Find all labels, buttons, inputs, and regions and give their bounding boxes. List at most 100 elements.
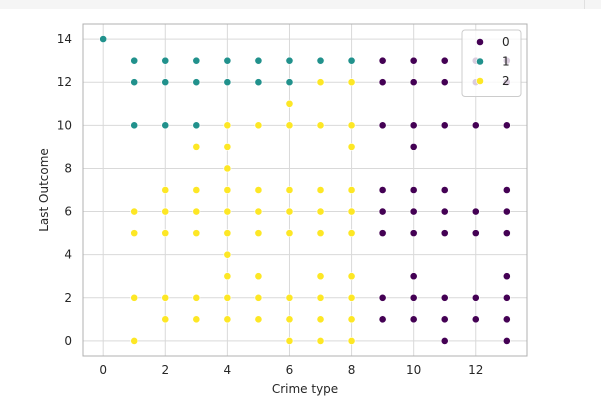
- scatter-point-series-2: [192, 293, 201, 302]
- scatter-point-series-2: [347, 229, 356, 238]
- y-tick-label: 12: [57, 75, 72, 89]
- scatter-point-series-0: [502, 121, 511, 130]
- scatter-point-series-2: [347, 272, 356, 281]
- scatter-point-series-2: [316, 272, 325, 281]
- scatter-point-series-2: [347, 121, 356, 130]
- legend-label-2: 2: [502, 74, 510, 88]
- scatter-point-series-0: [440, 207, 449, 216]
- y-tick-label: 6: [64, 205, 72, 219]
- scatter-point-series-2: [285, 121, 294, 130]
- scatter-point-series-0: [378, 207, 387, 216]
- scatter-point-series-0: [409, 142, 418, 151]
- scatter-point-series-2: [316, 229, 325, 238]
- scatter-point-series-2: [223, 142, 232, 151]
- scatter-point-series-0: [502, 293, 511, 302]
- scatter-point-series-0: [378, 315, 387, 324]
- scatter-point-series-0: [409, 186, 418, 194]
- scatter-point-series-2: [161, 229, 170, 238]
- scatter-point-series-2: [192, 186, 201, 194]
- scatter-point-series-0: [409, 78, 418, 87]
- scatter-point-series-1: [223, 56, 232, 65]
- scatter-point-series-2: [192, 142, 201, 151]
- scatter-point-series-2: [223, 229, 232, 238]
- scatter-point-series-2: [285, 186, 294, 194]
- scatter-point-series-2: [223, 250, 232, 259]
- x-tick-label: 12: [468, 363, 483, 377]
- scatter-point-series-1: [285, 56, 294, 65]
- scatter-point-series-2: [130, 207, 139, 216]
- scatter-point-series-2: [316, 315, 325, 324]
- scatter-point-series-0: [440, 121, 449, 130]
- scatter-point-series-2: [130, 337, 139, 345]
- scatter-point-series-0: [440, 337, 449, 345]
- notebook-top-strip: [0, 0, 601, 9]
- scatter-point-series-1: [316, 56, 325, 65]
- scatter-point-series-0: [409, 121, 418, 130]
- scatter-point-series-0: [502, 337, 511, 345]
- scatter-point-series-1: [285, 78, 294, 87]
- scatter-point-series-2: [192, 315, 201, 324]
- x-tick-label: 8: [348, 363, 356, 377]
- scatter-point-series-1: [192, 121, 201, 130]
- scatter-point-series-1: [254, 78, 263, 87]
- y-tick-label: 4: [64, 248, 72, 262]
- scatter-point-series-0: [502, 272, 511, 281]
- scatter-point-series-0: [502, 229, 511, 238]
- scatter-point-series-2: [161, 315, 170, 324]
- y-tick-label: 2: [64, 291, 72, 305]
- scatter-point-series-2: [316, 186, 325, 194]
- y-axis-label: Last Outcome: [37, 148, 51, 232]
- scatter-point-series-1: [347, 56, 356, 65]
- scatter-point-series-0: [471, 207, 480, 216]
- y-tick-label: 10: [57, 118, 72, 132]
- scatter-point-series-0: [502, 315, 511, 324]
- top-strip-divider: [584, 0, 585, 9]
- scatter-point-series-0: [440, 315, 449, 324]
- scatter-point-series-2: [161, 293, 170, 302]
- scatter-point-series-2: [316, 337, 325, 345]
- y-tick-label: 0: [64, 334, 72, 348]
- legend: 0 1 2: [461, 29, 522, 97]
- scatter-point-series-2: [254, 293, 263, 302]
- scatter-point-series-0: [378, 229, 387, 238]
- scatter-point-series-2: [347, 293, 356, 302]
- scatter-point-series-0: [378, 56, 387, 65]
- y-tick-label: 8: [64, 161, 72, 175]
- scatter-point-series-0: [440, 56, 449, 65]
- legend-label-0: 0: [502, 35, 510, 49]
- scatter-point-series-2: [254, 186, 263, 194]
- scatter-point-series-0: [409, 315, 418, 324]
- scatter-point-series-2: [161, 186, 170, 194]
- scatter-point-series-1: [161, 78, 170, 87]
- scatter-point-series-2: [223, 207, 232, 216]
- scatter-point-series-2: [254, 229, 263, 238]
- legend-marker-1: [476, 57, 484, 66]
- scatter-point-series-2: [347, 186, 356, 194]
- scatter-point-series-2: [130, 229, 139, 238]
- scatter-point-series-0: [471, 121, 480, 130]
- y-tick-label: 14: [57, 32, 72, 46]
- scatter-point-series-2: [347, 78, 356, 87]
- scatter-point-series-2: [192, 207, 201, 216]
- scatter-point-series-1: [130, 56, 139, 65]
- scatter-point-series-0: [502, 186, 511, 194]
- scatter-point-series-0: [409, 272, 418, 281]
- scatter-point-series-2: [223, 121, 232, 130]
- scatter-point-series-0: [440, 186, 449, 194]
- points-layer: [99, 35, 511, 345]
- scatter-point-series-2: [285, 229, 294, 238]
- scatter-point-series-0: [378, 293, 387, 302]
- scatter-point-series-2: [285, 315, 294, 324]
- scatter-point-series-2: [316, 207, 325, 216]
- scatter-point-series-2: [254, 207, 263, 216]
- scatter-point-series-0: [409, 293, 418, 302]
- scatter-point-series-0: [378, 121, 387, 130]
- x-axis-label: Crime type: [272, 382, 338, 396]
- legend-marker-0: [476, 38, 484, 46]
- scatter-point-series-2: [223, 293, 232, 302]
- scatter-point-series-2: [316, 121, 325, 130]
- scatter-point-series-1: [223, 78, 232, 87]
- scatter-point-series-1: [161, 56, 170, 65]
- scatter-point-series-1: [99, 35, 108, 43]
